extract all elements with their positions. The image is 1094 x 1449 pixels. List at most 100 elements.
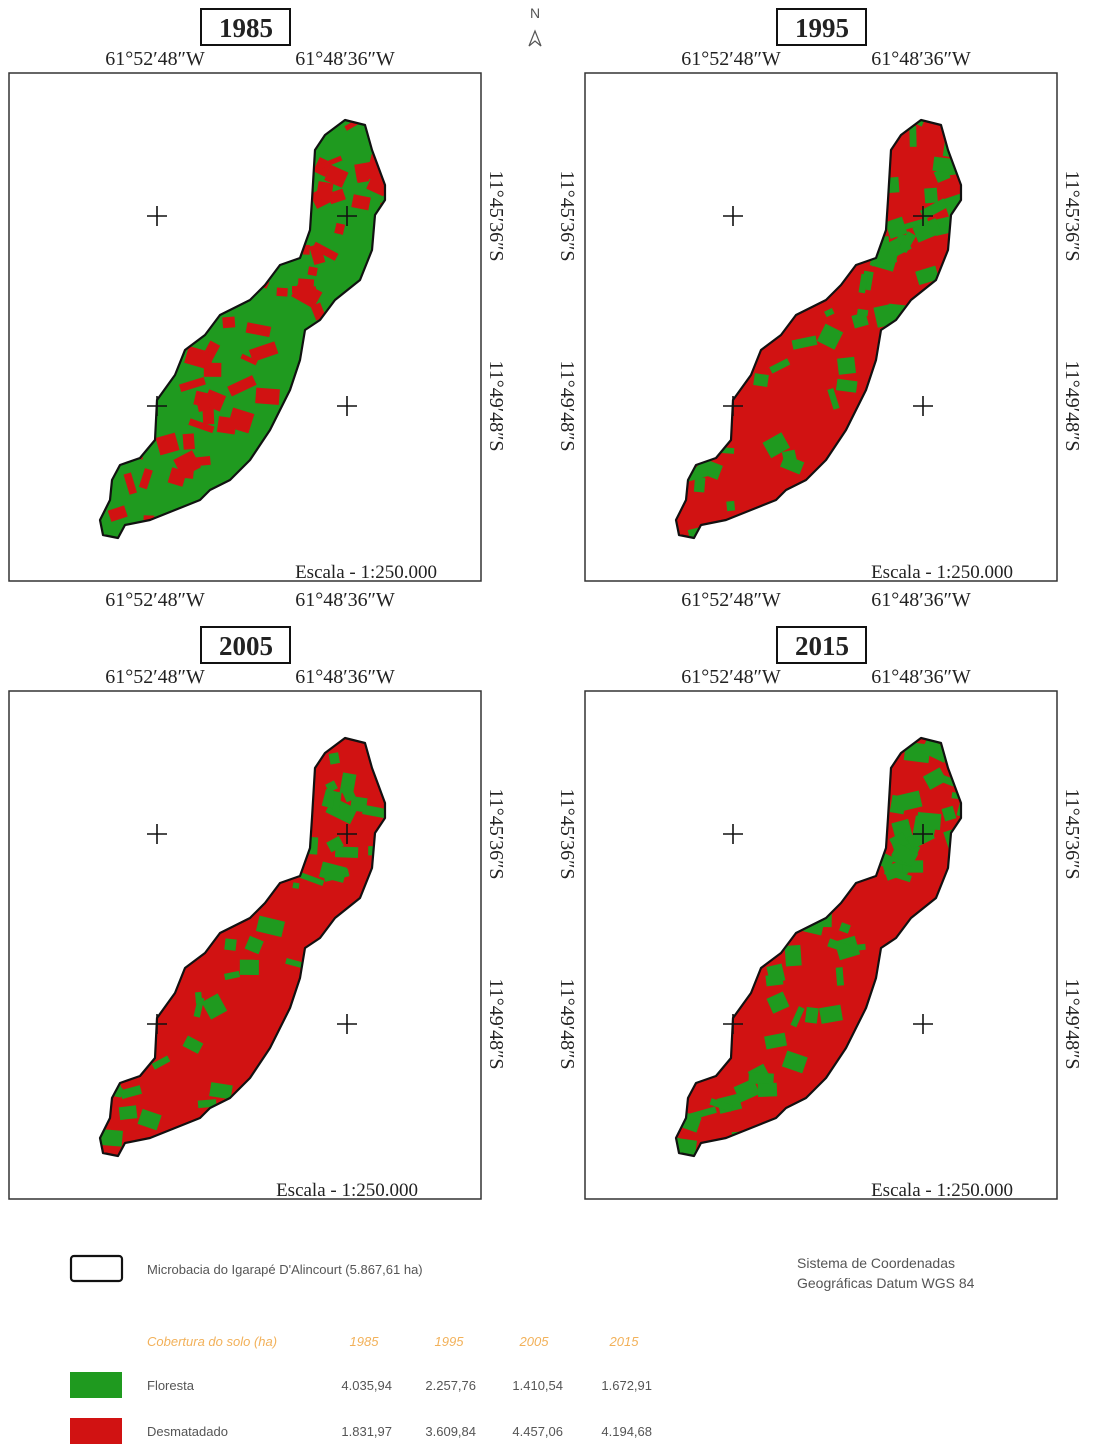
table-value: 2.257,76 <box>425 1378 476 1393</box>
land-cover-patch <box>785 945 802 967</box>
table-value: 1.831,97 <box>341 1424 392 1439</box>
legend: Microbacia do Igarapé D'Alincourt (5.867… <box>70 1255 975 1444</box>
land-cover-patch <box>127 1037 150 1062</box>
land-cover-patch <box>351 721 362 727</box>
figure: N 1985 61°52′48″W 61°48′36″W 61°52′48″W 61°4… <box>0 0 1094 1449</box>
land-cover-patch <box>384 771 404 780</box>
land-cover-patch <box>726 501 735 511</box>
land-cover-patch <box>837 357 856 375</box>
land-cover-patch <box>297 278 314 298</box>
longitude-label: 61°48′36″W <box>295 48 395 70</box>
year-title: 1995 <box>795 13 849 43</box>
land-cover-patch <box>196 935 204 941</box>
longitude-label: 61°48′36″W <box>295 666 395 688</box>
latitude-label: 11°49′48″S <box>556 978 578 1069</box>
boundary-swatch <box>71 1256 122 1281</box>
land-cover-patch <box>849 240 863 259</box>
land-cover-patch <box>148 522 177 546</box>
land-cover-patch <box>195 456 211 466</box>
land-cover-patch <box>195 992 202 1004</box>
longitude-label: 61°52′48″W <box>681 589 781 611</box>
land-cover-patch <box>119 1105 138 1120</box>
row-label: Desmatadado <box>147 1424 228 1439</box>
north-arrow: N <box>529 5 541 46</box>
land-cover-patch <box>844 246 856 265</box>
latitude-label: 11°49′48″S <box>485 360 507 451</box>
table-value: 4.457,06 <box>512 1424 563 1439</box>
land-cover-patch <box>713 554 723 572</box>
latitude-label: 11°45′36″S <box>1061 170 1083 261</box>
land-cover-patch <box>748 1072 774 1084</box>
year-title: 2005 <box>219 631 273 661</box>
land-cover-patch <box>184 470 194 479</box>
row-label: Floresta <box>147 1378 195 1393</box>
land-cover-patch <box>725 1148 750 1174</box>
longitude-label: 61°48′36″W <box>871 589 971 611</box>
longitude-label: 61°48′36″W <box>871 666 971 688</box>
land-cover-patch <box>329 752 340 764</box>
map-panel: 2015 61°52′48″W 61°48′36″W 11°45′36″S 11°49′… <box>556 627 1083 1201</box>
north-arrow-icon <box>529 31 541 46</box>
land-cover-patch <box>379 745 396 760</box>
land-cover-patch <box>282 859 298 874</box>
boundary-label: Microbacia do Igarapé D'Alincourt (5.867… <box>147 1262 423 1277</box>
land-cover-patch <box>91 482 101 492</box>
table-header: 1985 <box>350 1334 380 1349</box>
map-panels: 1985 61°52′48″W 61°48′36″W 61°52′48″W 61°48′… <box>9 9 1083 1201</box>
land-cover-patch <box>805 1007 819 1024</box>
table-value: 3.609,84 <box>425 1424 476 1439</box>
land-cover-patch <box>292 882 299 889</box>
land-cover-patch <box>382 124 397 141</box>
year-title: 1985 <box>219 13 273 43</box>
land-cover-patch <box>812 281 822 292</box>
table-value: 4.194,68 <box>601 1424 652 1439</box>
land-cover-patch <box>973 743 985 752</box>
land-cover-patch <box>240 960 259 975</box>
land-cover-patch <box>758 1083 778 1097</box>
basin-fill <box>100 738 385 1156</box>
longitude-label: 61°48′36″W <box>871 48 971 70</box>
latitude-label: 11°45′36″S <box>485 788 507 879</box>
land-cover-patch <box>255 388 280 405</box>
longitude-label: 61°52′48″W <box>681 666 781 688</box>
land-cover-patch <box>316 181 334 201</box>
land-cover-patch <box>120 1164 130 1185</box>
latitude-label: 11°49′48″S <box>485 978 507 1069</box>
deforested-swatch <box>70 1418 122 1444</box>
table-header: 2005 <box>519 1334 550 1349</box>
land-cover-patch <box>958 98 979 118</box>
land-cover-patch <box>377 209 405 228</box>
latitude-label: 11°49′48″S <box>556 360 578 451</box>
table-value: 4.035,94 <box>341 1378 392 1393</box>
scale-label: Escala - 1:250.000 <box>295 562 437 583</box>
land-cover-patch <box>93 494 103 510</box>
land-cover-patch <box>836 967 844 986</box>
land-cover-patch <box>69 1159 101 1186</box>
land-cover-patch <box>183 433 195 449</box>
map-panel: 1995 61°52′48″W 61°48′36″W 61°52′48″W 61°48′… <box>556 9 1083 611</box>
longitude-label: 61°52′48″W <box>105 666 205 688</box>
land-cover-patch <box>224 938 237 951</box>
land-cover-patch <box>87 1154 108 1168</box>
land-cover-patch <box>239 259 259 269</box>
longitude-label: 61°52′48″W <box>681 48 781 70</box>
land-cover-patch <box>276 288 287 297</box>
scale-label: Escala - 1:250.000 <box>871 562 1013 583</box>
latitude-label: 11°45′36″S <box>556 788 578 879</box>
scale-label: Escala - 1:250.000 <box>276 1180 418 1201</box>
longitude-label: 61°52′48″W <box>105 589 205 611</box>
land-cover-patch <box>924 188 938 204</box>
table-value: 1.672,91 <box>601 1378 652 1393</box>
latitude-label: 11°49′48″S <box>1061 360 1083 451</box>
coord-system: Sistema de Coordenadas <box>797 1255 955 1271</box>
year-title: 2015 <box>795 631 849 661</box>
latitude-label: 11°49′48″S <box>1061 978 1083 1069</box>
map-panel: 2005 61°52′48″W 61°48′36″W 11°45′36″S 11°49′… <box>9 627 507 1201</box>
land-cover-patch <box>308 266 318 276</box>
table-value: 1.410,54 <box>512 1378 563 1393</box>
latitude-label: 11°45′36″S <box>485 170 507 261</box>
land-cover-patch <box>853 204 886 234</box>
land-cover-patch <box>753 373 769 387</box>
